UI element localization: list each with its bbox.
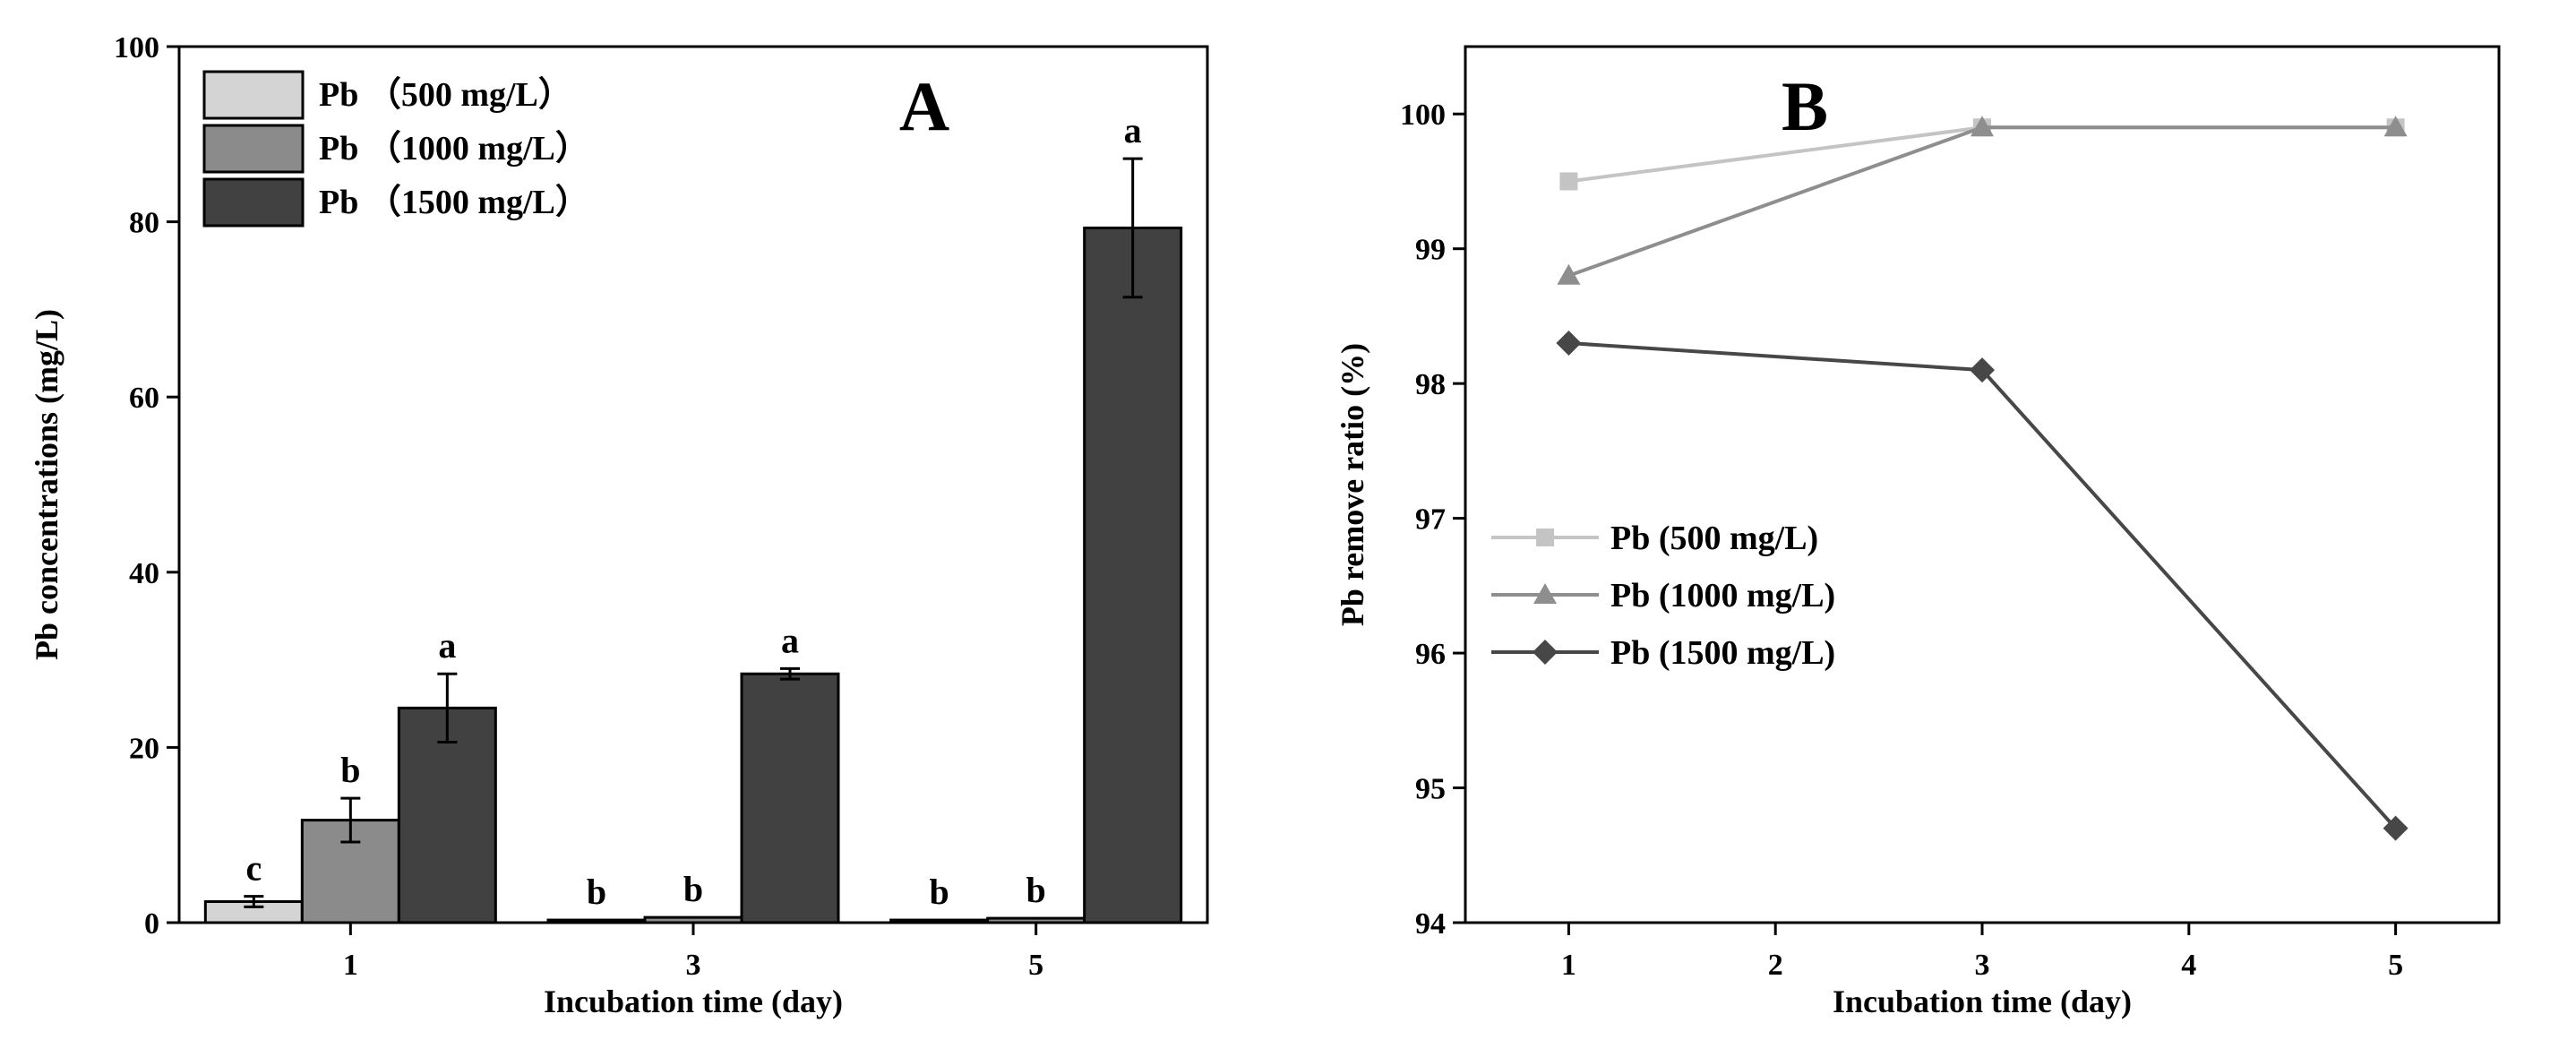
bar	[986, 916, 1086, 924]
y-tick-label: 100	[114, 31, 159, 64]
y-tick-label: 0	[144, 907, 159, 941]
x-tick-label: 3	[1975, 949, 1990, 982]
y-tick-label: 20	[129, 732, 159, 765]
data-point	[1971, 116, 1994, 137]
legend-marker	[1536, 528, 1554, 546]
legend-label: Pb (1500 mg/L)	[1610, 634, 1835, 672]
x-tick-label: 5	[1028, 949, 1043, 982]
significance-letter: a	[438, 625, 456, 666]
plot-frame	[1464, 45, 2501, 924]
panel-b-line-chart: 94 95 96 97 98 99 100 1 2 3 4 5 Incubation time (day…	[1335, 45, 2501, 1019]
legend-marker	[1533, 640, 1558, 665]
x-tick-label: 4	[2181, 949, 2196, 982]
legend-label: Pb （1500 mg/L）	[319, 184, 589, 221]
panel-label: A	[899, 67, 949, 145]
x-tick-label: 1	[343, 949, 358, 982]
y-tick-label: 40	[129, 557, 159, 590]
y-tick-label: 100	[1400, 99, 1446, 132]
bar	[889, 918, 990, 924]
data-point	[1970, 357, 1995, 383]
bar	[1083, 226, 1183, 924]
bar	[740, 672, 840, 924]
x-axis-label: Incubation time (day)	[544, 984, 843, 1019]
legend-label: Pb （1000 mg/L）	[319, 130, 589, 168]
legend-swatch	[202, 124, 305, 174]
panel-a-bar-chart: 0 20 40 60 80 100 1 c b a 3 b b a 5 b b a Incubation time …	[29, 31, 1209, 1019]
y-axis-label: Pb concentrations (mg/L)	[29, 309, 64, 660]
panel-label: B	[1782, 67, 1828, 145]
data-point	[1556, 331, 1582, 357]
y-tick-label: 94	[1415, 907, 1446, 941]
significance-letter: b	[1026, 870, 1046, 910]
significance-letter: b	[683, 869, 703, 909]
legend-marker	[1533, 583, 1557, 604]
x-axis-label: Incubation time (day)	[1833, 984, 2132, 1019]
legend-label: Pb (500 mg/L)	[1610, 520, 1818, 557]
plot-frame	[177, 45, 1209, 924]
series-line	[1567, 125, 2396, 278]
data-point	[2383, 116, 2408, 137]
significance-letter: b	[587, 872, 606, 912]
x-tick-label: 2	[1768, 949, 1783, 982]
y-tick-label: 95	[1415, 773, 1446, 806]
bar	[546, 918, 647, 924]
legend-label: Pb （500 mg/L）	[319, 76, 572, 114]
significance-letter: c	[245, 848, 262, 889]
significance-letter: a	[781, 620, 799, 660]
data-point	[2383, 815, 2409, 841]
y-tick-label: 99	[1415, 234, 1446, 267]
x-tick-label: 1	[1561, 949, 1576, 982]
legend-swatch	[202, 177, 305, 228]
y-axis-label: Pb remove ratio (%)	[1335, 343, 1370, 626]
y-tick-label: 98	[1415, 368, 1446, 401]
legend-swatch	[202, 70, 305, 120]
y-tick-label: 60	[129, 382, 159, 415]
data-point	[1559, 172, 1578, 191]
data-point	[1557, 263, 1581, 285]
bar	[643, 915, 743, 924]
y-tick-label: 96	[1415, 638, 1446, 671]
significance-letter: a	[1124, 110, 1142, 150]
significance-letter: b	[930, 872, 949, 912]
y-tick-label: 80	[129, 207, 159, 240]
x-tick-label: 3	[686, 949, 701, 982]
y-tick-label: 97	[1415, 503, 1446, 537]
legend-label: Pb (1000 mg/L)	[1610, 577, 1835, 614]
significance-letter: b	[340, 750, 360, 790]
bar	[397, 706, 497, 924]
x-tick-label: 5	[2388, 949, 2403, 982]
